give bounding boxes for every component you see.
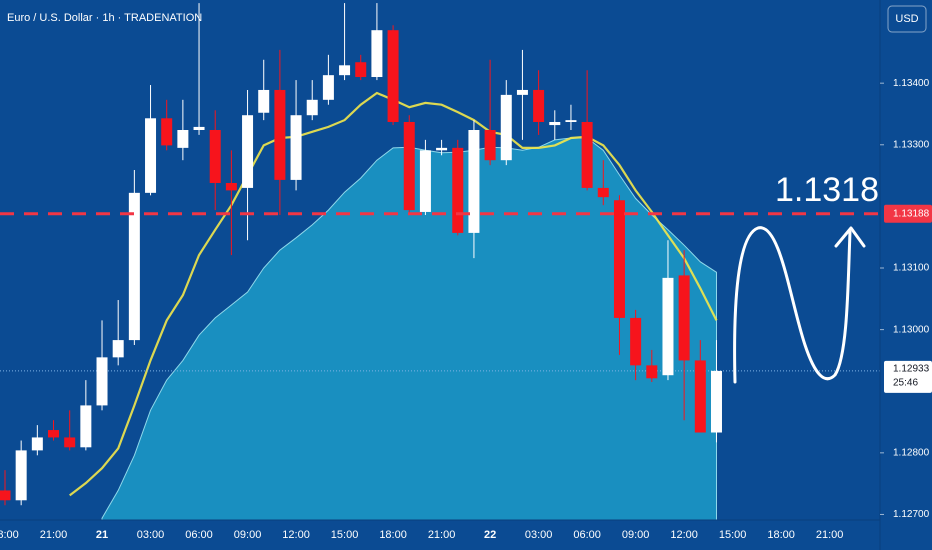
candle-body [630, 317, 642, 366]
candle-body [225, 182, 237, 191]
price-line-label: 1.13188 [893, 208, 930, 219]
x-tick-label: 12:00 [670, 529, 698, 541]
candle-body [96, 357, 108, 406]
last-price-label: 1.12933 [893, 364, 930, 375]
countdown-label: 25:46 [893, 378, 918, 389]
candle-body [403, 121, 415, 211]
candle-body [274, 89, 286, 180]
x-tick-label: 21 [96, 529, 108, 541]
y-tick-label: 1.13100 [893, 263, 930, 274]
candle-body [355, 62, 367, 78]
last-price-label-bg [884, 360, 932, 393]
x-tick-label: 09:00 [622, 529, 650, 541]
candle-body [193, 126, 205, 130]
annotation: 1.1318 [775, 171, 879, 209]
candle-body [581, 121, 593, 188]
x-tick-label: 12:00 [282, 529, 310, 541]
x-tick-label: 21:00 [428, 529, 456, 541]
y-tick-label: 1.12800 [893, 447, 930, 458]
candle-body [694, 360, 706, 433]
candle-body [468, 130, 480, 233]
drawn-arrowhead [834, 226, 866, 248]
price-line-label-bg [884, 204, 932, 223]
currency-button[interactable] [887, 5, 927, 33]
candle-body [436, 147, 448, 151]
candle-body [112, 340, 124, 358]
candle-body [48, 430, 60, 438]
candle-body [145, 118, 157, 193]
candle-body [161, 118, 173, 146]
candle-body [662, 277, 674, 376]
x-tick-label: 18:00 [0, 529, 19, 541]
candle-body [0, 490, 11, 501]
candle-body [64, 437, 76, 448]
candle-body [242, 115, 254, 188]
currency-button-label[interactable]: USD [895, 13, 918, 25]
candle-body [565, 120, 577, 122]
candle-body [597, 187, 609, 198]
candle-body [306, 99, 318, 116]
drawn-curve [733, 226, 852, 384]
y-tick-label: 1.13400 [893, 78, 930, 89]
y-tick-label: 1.13300 [893, 139, 930, 150]
x-tick-label: 15:00 [719, 529, 747, 541]
candle-body [419, 150, 431, 212]
plot [0, 3, 880, 521]
x-tick-label: 03:00 [137, 529, 165, 541]
candle-body [710, 370, 722, 433]
candle-body [613, 200, 625, 318]
x-tick-label: 18:00 [379, 529, 407, 541]
candle-body [484, 130, 496, 161]
x-tick-label: 21:00 [40, 529, 68, 541]
x-tick-label: 22 [484, 529, 496, 541]
x-tick-label: 15:00 [331, 529, 359, 541]
y-tick-label: 1.12700 [893, 509, 930, 520]
candle-body [452, 147, 464, 233]
candle-body [322, 75, 334, 100]
candle-body [80, 405, 92, 448]
candle-body [371, 30, 383, 78]
x-tick-label: 09:00 [234, 529, 262, 541]
candle-body [177, 130, 189, 148]
candle-body [31, 437, 43, 451]
candle-body [209, 130, 221, 183]
candle-body [128, 192, 140, 341]
y-tick-label: 1.13000 [893, 324, 930, 335]
candle-body [258, 89, 270, 113]
candle-body [516, 89, 528, 95]
candle-body [339, 65, 351, 76]
candle-body [387, 30, 399, 122]
candle-body [533, 89, 545, 122]
candle-body [549, 121, 561, 126]
candle-body [15, 450, 27, 501]
candle-body [500, 94, 512, 161]
x-tick-label: 03:00 [525, 529, 553, 541]
x-tick-label: 06:00 [573, 529, 601, 541]
chart-title: Euro / U.S. Dollar · 1h · TRADENATION [7, 12, 202, 24]
x-tick-label: 21:00 [816, 529, 844, 541]
candle-body [678, 275, 690, 361]
candle-body [290, 115, 302, 180]
x-tick-label: 06:00 [185, 529, 213, 541]
candle-body [646, 365, 658, 379]
x-tick-label: 18:00 [767, 529, 795, 541]
